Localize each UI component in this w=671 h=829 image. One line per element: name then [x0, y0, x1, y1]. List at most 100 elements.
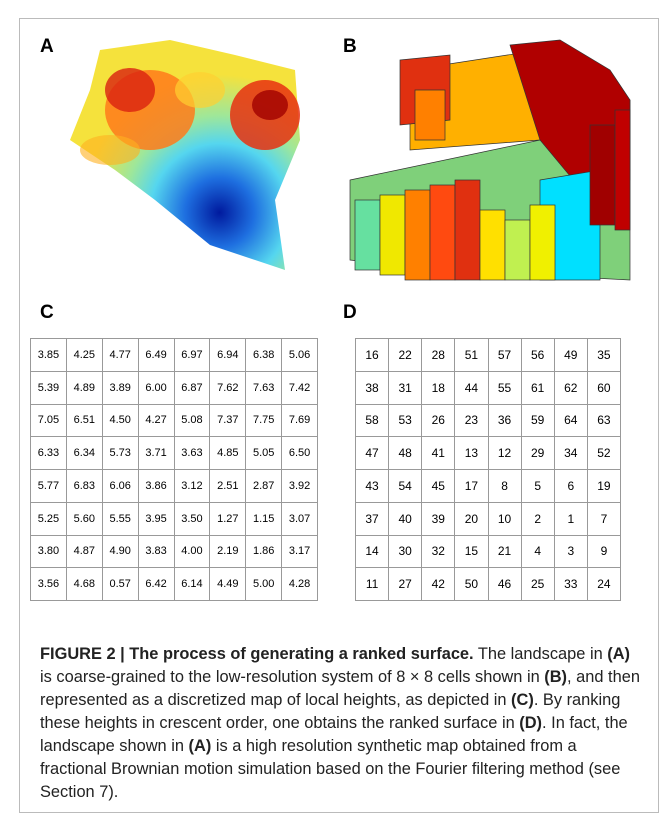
table-cell: 4.68	[66, 568, 102, 601]
table-cell: 5.39	[31, 371, 67, 404]
table-cell: 57	[488, 339, 521, 372]
table-cell: 52	[587, 437, 620, 470]
table-cell: 1.86	[246, 535, 282, 568]
table-cell: 19	[587, 470, 620, 503]
page: A B C D 3.854.254.776.496.976.946.385.06…	[0, 0, 671, 829]
table-cell: 5.60	[66, 502, 102, 535]
table-cell: 38	[356, 371, 389, 404]
table-row: 1430321521439	[356, 535, 621, 568]
table-cell: 3.92	[282, 470, 318, 503]
panel-label: A	[40, 36, 54, 58]
table-row: 1622285157564935	[356, 339, 621, 372]
table-row: 4748411312293452	[356, 437, 621, 470]
table-cell: 3.89	[102, 371, 138, 404]
table-cell: 56	[521, 339, 554, 372]
panel-label: C	[40, 302, 54, 324]
table-cell: 7.69	[282, 404, 318, 437]
table-cell: 6.42	[138, 568, 174, 601]
caption-ref: (A)	[189, 737, 212, 755]
table-cell: 40	[389, 502, 422, 535]
table-cell: 59	[521, 404, 554, 437]
caption-ref: (C)	[511, 691, 534, 709]
panel-label: D	[343, 302, 357, 324]
table-cell: 4.87	[66, 535, 102, 568]
table-cell: 11	[356, 568, 389, 601]
table-cell: 1.27	[210, 502, 246, 535]
table-cell: 36	[488, 404, 521, 437]
table-cell: 1.15	[246, 502, 282, 535]
caption-text: The landscape in	[474, 645, 608, 663]
table-cell: 44	[455, 371, 488, 404]
table-cell: 6.49	[138, 339, 174, 372]
table-row: 5.394.893.896.006.877.627.637.42	[31, 371, 318, 404]
table-cell: 34	[554, 437, 587, 470]
table-cell: 42	[422, 568, 455, 601]
table-cell: 5.08	[174, 404, 210, 437]
table-cell: 0.57	[102, 568, 138, 601]
table-cell: 2.19	[210, 535, 246, 568]
table-cell: 4.77	[102, 339, 138, 372]
table-cell: 1	[554, 502, 587, 535]
table-cell: 3.86	[138, 470, 174, 503]
table-cell: 17	[455, 470, 488, 503]
table-cell: 3.17	[282, 535, 318, 568]
table-cell: 7.63	[246, 371, 282, 404]
table-cell: 7.75	[246, 404, 282, 437]
table-cell: 4.25	[66, 339, 102, 372]
table-cell: 25	[521, 568, 554, 601]
table-cell: 4.85	[210, 437, 246, 470]
table-cell: 6.94	[210, 339, 246, 372]
table-cell: 6.87	[174, 371, 210, 404]
table-cell: 5.06	[282, 339, 318, 372]
table-cell: 54	[389, 470, 422, 503]
caption-text: is coarse-grained to the low-resolution …	[40, 668, 544, 686]
table-cell: 20	[455, 502, 488, 535]
table-cell: 3.12	[174, 470, 210, 503]
table-cell: 13	[455, 437, 488, 470]
table-cell: 47	[356, 437, 389, 470]
table-cell: 5.73	[102, 437, 138, 470]
caption-ref: (D)	[519, 714, 542, 732]
landscape-image	[60, 30, 330, 280]
table-cell: 4.50	[102, 404, 138, 437]
table-cell: 6.34	[66, 437, 102, 470]
table-cell: 7.62	[210, 371, 246, 404]
table-cell: 4	[521, 535, 554, 568]
table-cell: 3.56	[31, 568, 67, 601]
table-cell: 6.51	[66, 404, 102, 437]
table-cell: 26	[422, 404, 455, 437]
table-cell: 48	[389, 437, 422, 470]
table-row: 3831184455616260	[356, 371, 621, 404]
table-cell: 3.80	[31, 535, 67, 568]
table-cell: 2	[521, 502, 554, 535]
table-cell: 3.07	[282, 502, 318, 535]
table-cell: 33	[554, 568, 587, 601]
table-cell: 24	[587, 568, 620, 601]
table-cell: 6.83	[66, 470, 102, 503]
caption-ref: (A)	[607, 645, 630, 663]
table-cell: 29	[521, 437, 554, 470]
table-cell: 16	[356, 339, 389, 372]
height-table: 3.854.254.776.496.976.946.385.065.394.89…	[30, 338, 318, 601]
table-cell: 60	[587, 371, 620, 404]
caption: FIGURE 2 | The process of generating a r…	[40, 643, 640, 804]
table-cell: 12	[488, 437, 521, 470]
bar-surface-image	[340, 30, 640, 300]
table-cell: 58	[356, 404, 389, 437]
table-cell: 9	[587, 535, 620, 568]
table-cell: 32	[422, 535, 455, 568]
table-cell: 46	[488, 568, 521, 601]
table-cell: 3	[554, 535, 587, 568]
table-cell: 53	[389, 404, 422, 437]
table-cell: 23	[455, 404, 488, 437]
table-cell: 7.05	[31, 404, 67, 437]
